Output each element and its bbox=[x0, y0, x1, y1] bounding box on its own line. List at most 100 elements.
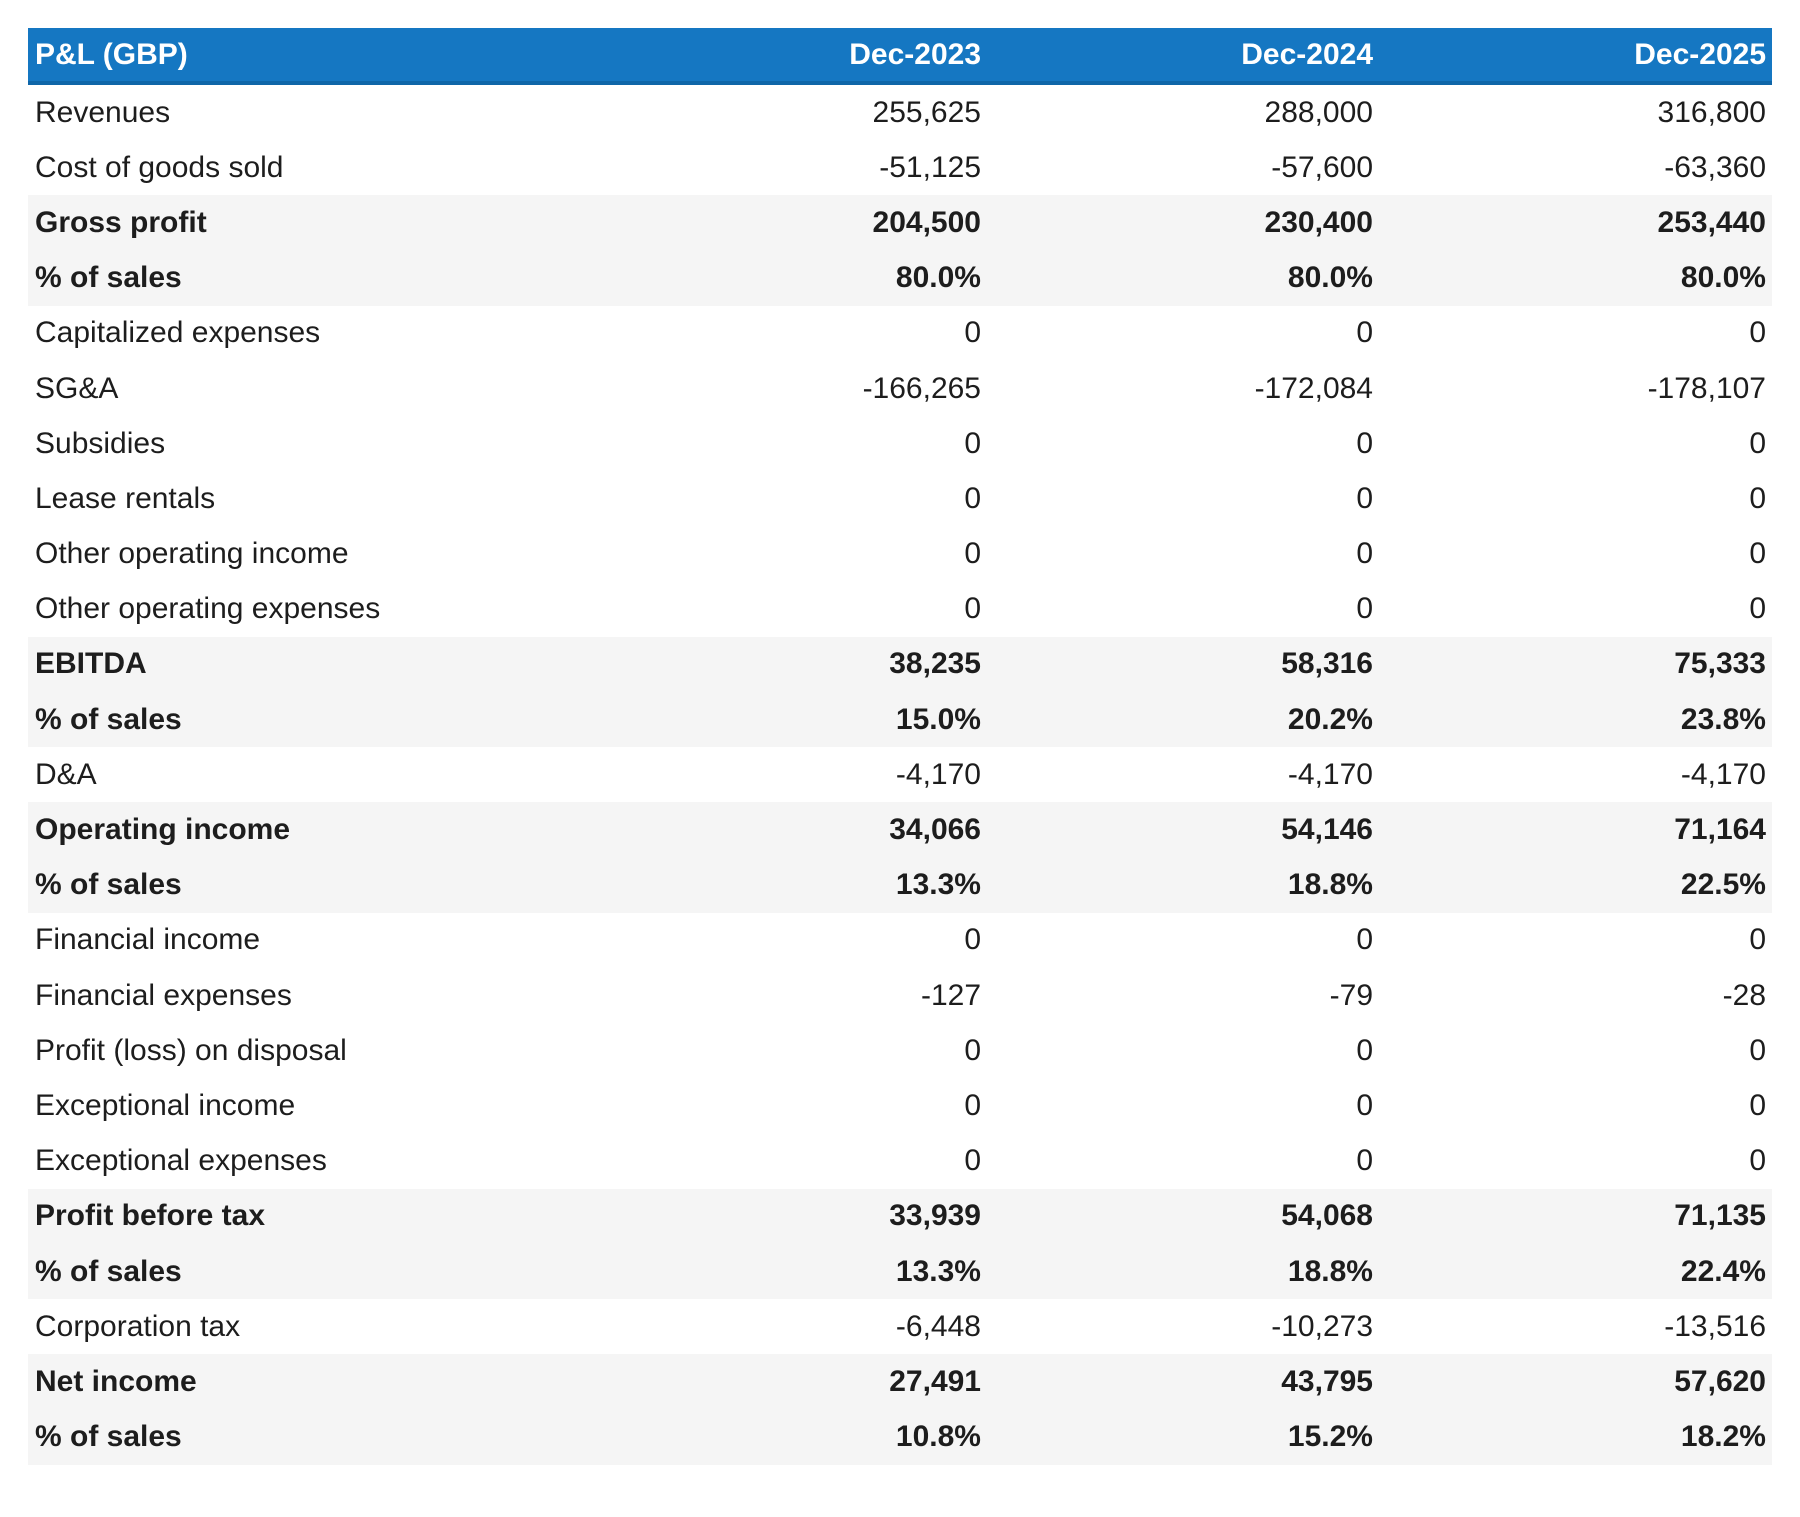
cell-value-dec-2025: -28 bbox=[1722, 980, 1766, 1011]
table-row: % of sales 13.3% 18.8% 22.5% bbox=[28, 857, 1772, 913]
cell-value-dec-2025: 22.4% bbox=[1680, 1256, 1766, 1287]
table-body: Revenues 255,625 288,000 316,800 Cost of… bbox=[28, 85, 1772, 1465]
cell-value-dec-2025: 0 bbox=[1749, 594, 1766, 625]
cell-value-dec-2023: -6,448 bbox=[895, 1311, 981, 1342]
cell-value-dec-2023: 34,066 bbox=[889, 815, 981, 846]
cell-value-dec-2025: 0 bbox=[1749, 539, 1766, 570]
table-row: Capitalized expenses 0 0 0 bbox=[28, 305, 1772, 361]
row-label: SG&A bbox=[35, 373, 119, 404]
cell-value-dec-2023: 13.3% bbox=[895, 1256, 981, 1287]
row-label: Profit (loss) on disposal bbox=[35, 1035, 347, 1066]
table-row: Other operating income 0 0 0 bbox=[28, 526, 1772, 582]
row-label: EBITDA bbox=[35, 649, 147, 680]
cell-value-dec-2025: 22.5% bbox=[1680, 870, 1766, 901]
table-row: Revenues 255,625 288,000 316,800 bbox=[28, 85, 1772, 141]
table-row: Financial income 0 0 0 bbox=[28, 912, 1772, 968]
table-row: % of sales 80.0% 80.0% 80.0% bbox=[28, 250, 1772, 306]
cell-value-dec-2025: -4,170 bbox=[1680, 759, 1766, 790]
row-label: D&A bbox=[35, 759, 97, 790]
cell-value-dec-2024: 80.0% bbox=[1287, 263, 1373, 294]
row-label: Corporation tax bbox=[35, 1311, 241, 1342]
cell-value-dec-2023: 0 bbox=[964, 539, 981, 570]
cell-value-dec-2023: 0 bbox=[964, 594, 981, 625]
row-label: Financial expenses bbox=[35, 980, 292, 1011]
cell-value-dec-2023: -166,265 bbox=[862, 373, 981, 404]
cell-value-dec-2023: 255,625 bbox=[872, 97, 981, 128]
cell-value-dec-2024: -10,273 bbox=[1271, 1311, 1373, 1342]
cell-value-dec-2024: 0 bbox=[1356, 539, 1373, 570]
cell-value-dec-2025: 75,333 bbox=[1674, 649, 1766, 680]
cell-value-dec-2024: -172,084 bbox=[1254, 373, 1373, 404]
cell-value-dec-2024: 15.2% bbox=[1287, 1422, 1373, 1453]
cell-value-dec-2023: 15.0% bbox=[895, 704, 981, 735]
column-header-dec-2025: Dec-2025 bbox=[1634, 39, 1766, 70]
table-row: Cost of goods sold -51,125 -57,600 -63,3… bbox=[28, 140, 1772, 196]
table-row: Profit (loss) on disposal 0 0 0 bbox=[28, 1023, 1772, 1079]
row-label: % of sales bbox=[35, 870, 182, 901]
cell-value-dec-2023: 80.0% bbox=[895, 263, 981, 294]
row-label: Capitalized expenses bbox=[35, 318, 321, 349]
table-header-row: P&L (GBP) Dec-2023 Dec-2024 Dec-2025 bbox=[28, 28, 1772, 85]
cell-value-dec-2025: 80.0% bbox=[1680, 263, 1766, 294]
table-title: P&L (GBP) bbox=[35, 39, 188, 70]
row-label: Operating income bbox=[35, 815, 291, 846]
cell-value-dec-2025: 253,440 bbox=[1657, 207, 1766, 238]
cell-value-dec-2023: 0 bbox=[964, 483, 981, 514]
cell-value-dec-2024: 18.8% bbox=[1287, 870, 1373, 901]
table-row: Financial expenses -127 -79 -28 bbox=[28, 968, 1772, 1024]
cell-value-dec-2025: 0 bbox=[1749, 483, 1766, 514]
cell-value-dec-2025: 57,620 bbox=[1674, 1366, 1766, 1397]
cell-value-dec-2023: -51,125 bbox=[879, 152, 981, 183]
cell-value-dec-2024: -4,170 bbox=[1287, 759, 1373, 790]
cell-value-dec-2023: 38,235 bbox=[889, 649, 981, 680]
cell-value-dec-2025: 0 bbox=[1749, 1035, 1766, 1066]
table-row: Net income 27,491 43,795 57,620 bbox=[28, 1354, 1772, 1410]
table-row: % of sales 15.0% 20.2% 23.8% bbox=[28, 692, 1772, 748]
cell-value-dec-2023: 13.3% bbox=[895, 870, 981, 901]
column-header-dec-2024: Dec-2024 bbox=[1241, 39, 1373, 70]
table-row: Operating income 34,066 54,146 71,164 bbox=[28, 802, 1772, 858]
cell-value-dec-2024: 0 bbox=[1356, 1090, 1373, 1121]
row-label: Lease rentals bbox=[35, 483, 216, 514]
cell-value-dec-2023: 0 bbox=[964, 1090, 981, 1121]
cell-value-dec-2023: 0 bbox=[964, 318, 981, 349]
row-label: Net income bbox=[35, 1366, 197, 1397]
cell-value-dec-2025: -13,516 bbox=[1664, 1311, 1766, 1342]
cell-value-dec-2024: -57,600 bbox=[1271, 152, 1373, 183]
cell-value-dec-2024: 0 bbox=[1356, 1146, 1373, 1177]
cell-value-dec-2025: 0 bbox=[1749, 318, 1766, 349]
cell-value-dec-2024: 288,000 bbox=[1264, 97, 1373, 128]
cell-value-dec-2024: 20.2% bbox=[1287, 704, 1373, 735]
pl-statement-table: P&L (GBP) Dec-2023 Dec-2024 Dec-2025 Rev… bbox=[28, 28, 1772, 1465]
cell-value-dec-2024: 230,400 bbox=[1264, 207, 1373, 238]
table-row: Exceptional expenses 0 0 0 bbox=[28, 1133, 1772, 1189]
cell-value-dec-2024: 18.8% bbox=[1287, 1256, 1373, 1287]
cell-value-dec-2023: 27,491 bbox=[889, 1366, 981, 1397]
row-label: Subsidies bbox=[35, 428, 166, 459]
table-row: % of sales 13.3% 18.8% 22.4% bbox=[28, 1243, 1772, 1300]
table-row: Corporation tax -6,448 -10,273 -13,516 bbox=[28, 1299, 1772, 1355]
row-label: Revenues bbox=[35, 97, 171, 128]
cell-value-dec-2023: 33,939 bbox=[889, 1201, 981, 1232]
cell-value-dec-2023: 0 bbox=[964, 1146, 981, 1177]
cell-value-dec-2023: 0 bbox=[964, 1035, 981, 1066]
cell-value-dec-2025: 316,800 bbox=[1657, 97, 1766, 128]
cell-value-dec-2023: 0 bbox=[964, 925, 981, 956]
row-label: % of sales bbox=[35, 1256, 182, 1287]
row-label: % of sales bbox=[35, 704, 182, 735]
row-label: % of sales bbox=[35, 1422, 182, 1453]
cell-value-dec-2025: -178,107 bbox=[1647, 373, 1766, 404]
cell-value-dec-2024: 58,316 bbox=[1281, 649, 1373, 680]
cell-value-dec-2024: -79 bbox=[1329, 980, 1373, 1011]
column-header-dec-2023: Dec-2023 bbox=[849, 39, 981, 70]
cell-value-dec-2024: 0 bbox=[1356, 483, 1373, 514]
row-label: Gross profit bbox=[35, 207, 207, 238]
cell-value-dec-2023: 0 bbox=[964, 428, 981, 459]
table-row: Gross profit 204,500 230,400 253,440 bbox=[28, 195, 1772, 251]
cell-value-dec-2025: 23.8% bbox=[1680, 704, 1766, 735]
cell-value-dec-2024: 0 bbox=[1356, 318, 1373, 349]
row-label: Exceptional income bbox=[35, 1090, 296, 1121]
cell-value-dec-2024: 54,146 bbox=[1281, 815, 1373, 846]
cell-value-dec-2024: 54,068 bbox=[1281, 1201, 1373, 1232]
row-label: Cost of goods sold bbox=[35, 152, 284, 183]
